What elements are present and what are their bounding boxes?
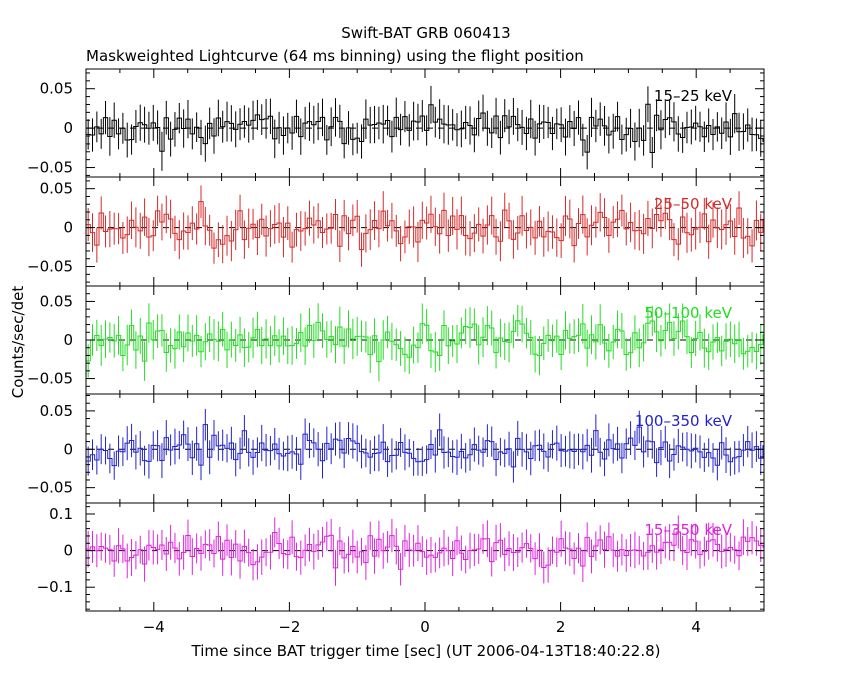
step-line: [86, 103, 764, 154]
chart-subtitle: Maskweighted Lightcurve (64 ms binning) …: [86, 47, 584, 65]
y-tick-label: 0.05: [40, 402, 73, 420]
band-label: 15–25 keV: [654, 87, 733, 105]
panel-50-100-kev: −0.05 0 0.05 50–100 keV: [27, 285, 765, 395]
y-tick-label: −0.05: [27, 370, 73, 388]
y-tick-label: 0.05: [40, 180, 73, 198]
y-tick-label: −0.1: [37, 578, 73, 596]
light-curve-series: [86, 303, 764, 382]
chart-title: Swift-BAT GRB 060413: [341, 24, 510, 42]
x-tick-label: 2: [556, 618, 566, 636]
x-tick-label: −4: [143, 618, 165, 636]
y-tick-label: 0: [63, 219, 73, 237]
step-line: [86, 320, 764, 363]
y-tick-label: 0: [63, 119, 73, 137]
panel-100-350-kev: −0.05 0 0.05 100–350 keV: [27, 393, 765, 504]
y-tick-label: 0: [63, 440, 73, 458]
panel-15-350-kev: −0.1 0 0.1 15–350 keV: [37, 502, 765, 612]
band-label: 100–350 keV: [635, 412, 733, 430]
light-curve-series: [86, 85, 764, 171]
step-line: [86, 424, 764, 468]
step-line: [86, 531, 764, 570]
x-tick-label: −2: [278, 618, 300, 636]
y-tick-label: 0.05: [40, 80, 73, 98]
light-curve-series: [86, 408, 764, 483]
x-axis-label: Time since BAT trigger time [sec] (UT 20…: [191, 642, 661, 660]
y-tick-label: −0.05: [27, 258, 73, 276]
light-curve-series: [86, 185, 764, 267]
band-label: 25–50 keV: [654, 195, 733, 213]
y-tick-label: 0: [63, 331, 73, 349]
step-line: [86, 201, 764, 251]
x-tick-label: 4: [691, 618, 701, 636]
y-tick-label: −0.05: [27, 479, 73, 497]
y-tick-label: 0: [63, 542, 73, 560]
panel-25-50-kev: −0.05 0 0.05 25–50 keV: [27, 176, 765, 287]
light-curve-series: [86, 515, 764, 586]
panel-15-25-kev: −0.05 0 0.05 15–25 keV: [27, 68, 765, 178]
y-tick-label: 0.05: [40, 292, 73, 310]
x-tick-label: 0: [420, 618, 430, 636]
y-tick-label: 0.1: [49, 505, 73, 523]
band-label: 50–100 keV: [644, 304, 732, 322]
y-axis-label: Counts/sec/det: [9, 286, 27, 399]
y-tick-label: −0.05: [27, 159, 73, 177]
band-label: 15–350 keV: [644, 521, 732, 539]
